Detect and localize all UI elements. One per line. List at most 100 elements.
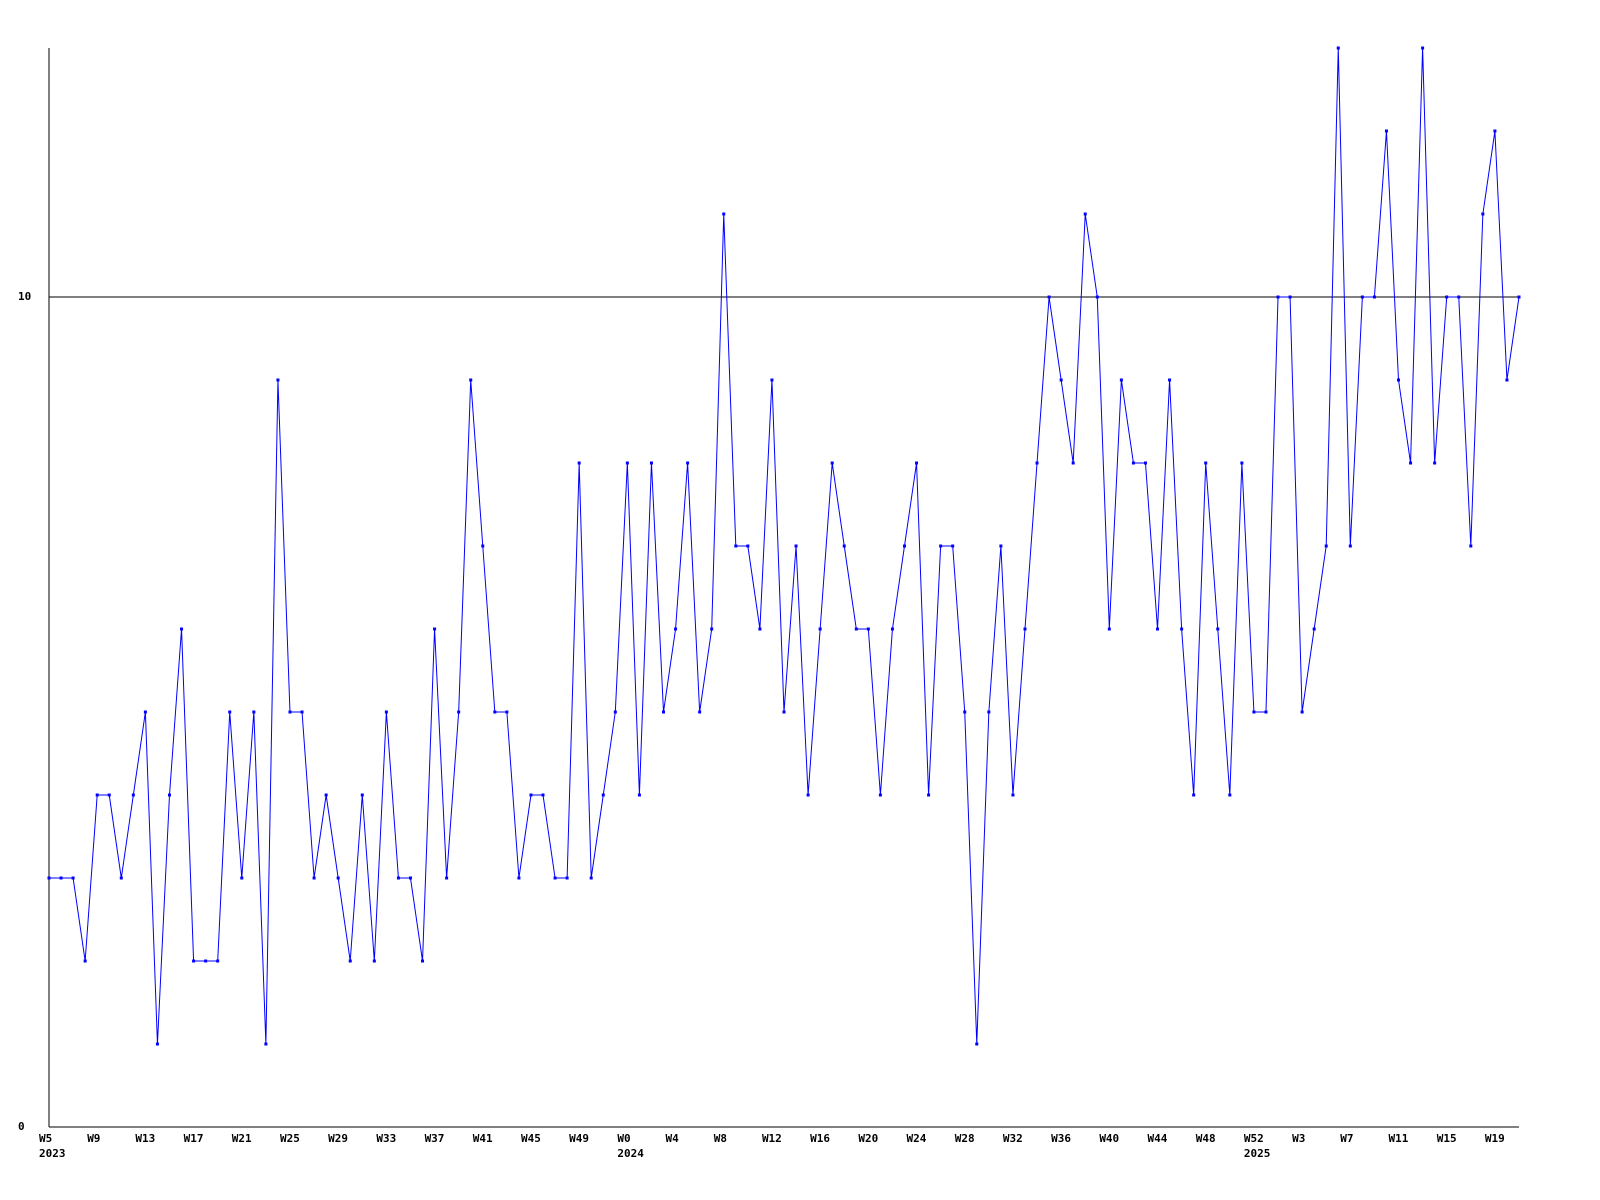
point xyxy=(649,461,653,465)
point xyxy=(1107,627,1111,631)
point xyxy=(1168,378,1172,382)
point xyxy=(565,876,569,880)
x-tick-label: W45 xyxy=(521,1132,541,1145)
x-tick-label: W12 xyxy=(762,1132,782,1145)
point xyxy=(1324,544,1328,548)
x-tick-label: W25 xyxy=(280,1132,300,1145)
x-tick-label: W15 xyxy=(1437,1132,1457,1145)
x-tick-label: W37 xyxy=(425,1132,445,1145)
point xyxy=(722,212,726,216)
point xyxy=(469,378,473,382)
point xyxy=(505,710,509,714)
x-tick-label: W36 xyxy=(1051,1132,1071,1145)
point xyxy=(782,710,786,714)
point xyxy=(493,710,497,714)
point xyxy=(433,627,437,631)
x-year-label: 2024 xyxy=(617,1147,644,1160)
point xyxy=(963,710,967,714)
point xyxy=(1505,378,1509,382)
point xyxy=(1252,710,1256,714)
x-year-label: 2025 xyxy=(1244,1147,1271,1160)
point xyxy=(131,793,135,797)
point xyxy=(1409,461,1413,465)
point xyxy=(686,461,690,465)
point xyxy=(1445,295,1449,299)
point xyxy=(1517,295,1521,299)
point xyxy=(1433,461,1437,465)
point xyxy=(1095,295,1099,299)
point xyxy=(107,793,111,797)
x-tick-label: W33 xyxy=(376,1132,396,1145)
point xyxy=(336,876,340,880)
point xyxy=(71,876,75,880)
point xyxy=(662,710,666,714)
point xyxy=(866,627,870,631)
point xyxy=(890,627,894,631)
x-tick-label: W7 xyxy=(1340,1132,1353,1145)
x-tick-label: W16 xyxy=(810,1132,830,1145)
x-tick-label: W17 xyxy=(184,1132,204,1145)
point xyxy=(481,544,485,548)
point xyxy=(794,544,798,548)
point xyxy=(445,876,449,880)
point xyxy=(915,461,919,465)
point xyxy=(252,710,256,714)
point xyxy=(1300,710,1304,714)
point xyxy=(818,627,822,631)
point xyxy=(1493,129,1497,133)
point xyxy=(613,710,617,714)
x-tick-label: W21 xyxy=(232,1132,252,1145)
point xyxy=(1264,710,1268,714)
x-tick-label: W4 xyxy=(666,1132,680,1145)
point xyxy=(1071,461,1075,465)
x-tick-label: W5 xyxy=(39,1132,52,1145)
point xyxy=(1180,627,1184,631)
point xyxy=(541,793,545,797)
x-year-label: 2023 xyxy=(39,1147,66,1160)
point xyxy=(384,710,388,714)
point xyxy=(95,793,99,797)
point xyxy=(806,793,810,797)
point xyxy=(734,544,738,548)
point xyxy=(300,710,304,714)
point xyxy=(288,710,292,714)
point xyxy=(1312,627,1316,631)
point xyxy=(204,959,208,963)
point xyxy=(529,793,533,797)
point xyxy=(1276,295,1280,299)
point xyxy=(939,544,943,548)
y-tick-label: 0 xyxy=(18,1120,25,1133)
x-tick-label: W44 xyxy=(1148,1132,1168,1145)
point xyxy=(143,710,147,714)
point xyxy=(276,378,280,382)
point xyxy=(1192,793,1196,797)
point xyxy=(348,959,352,963)
point xyxy=(372,959,376,963)
point xyxy=(312,876,316,880)
point xyxy=(83,959,87,963)
x-tick-label: W32 xyxy=(1003,1132,1023,1145)
point xyxy=(1469,544,1473,548)
point xyxy=(324,793,328,797)
point xyxy=(1397,378,1401,382)
point xyxy=(1143,461,1147,465)
point xyxy=(951,544,955,548)
point xyxy=(1228,793,1232,797)
point xyxy=(180,627,184,631)
point xyxy=(830,461,834,465)
point xyxy=(457,710,461,714)
point xyxy=(1372,295,1376,299)
point xyxy=(975,1042,979,1046)
x-tick-label: W40 xyxy=(1099,1132,1119,1145)
series-line xyxy=(49,47,1520,1045)
x-tick-label: W48 xyxy=(1196,1132,1216,1145)
x-tick-label: W24 xyxy=(907,1132,927,1145)
point xyxy=(1047,295,1051,299)
point xyxy=(710,627,714,631)
point xyxy=(1131,461,1135,465)
point xyxy=(1421,46,1425,50)
x-tick-label: W28 xyxy=(955,1132,975,1145)
point xyxy=(408,876,412,880)
point xyxy=(589,876,593,880)
point xyxy=(167,793,171,797)
